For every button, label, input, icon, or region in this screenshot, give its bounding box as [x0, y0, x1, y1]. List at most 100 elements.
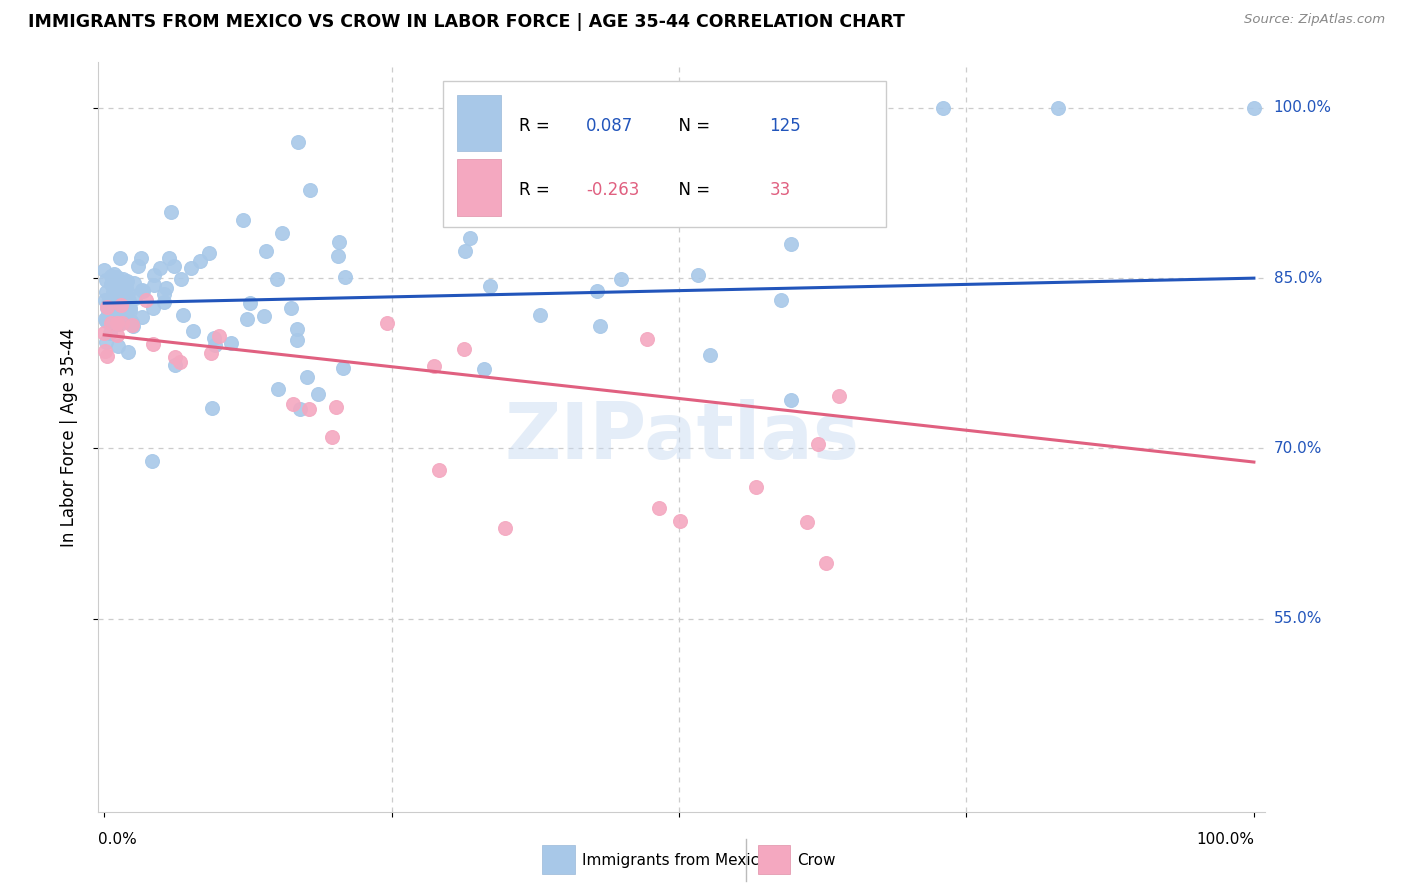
Point: [200, 346, 222, 360]
Point: [295, 369, 318, 384]
Point: [796, 516, 818, 530]
Point: [142, 268, 165, 282]
Point: [110, 286, 132, 301]
Point: [98, 326, 121, 340]
Text: N =: N =: [668, 181, 716, 199]
Point: [104, 285, 127, 300]
Point: [135, 293, 157, 307]
Point: [105, 277, 128, 292]
Point: [104, 280, 127, 294]
Point: [169, 271, 191, 285]
Point: [298, 401, 321, 416]
Point: [494, 521, 516, 535]
Text: R =: R =: [519, 117, 554, 135]
Point: [111, 297, 134, 311]
Point: [96, 349, 118, 363]
Point: [932, 101, 955, 115]
Point: [181, 324, 204, 338]
Point: [328, 249, 350, 263]
Point: [131, 251, 153, 265]
Point: [94, 344, 117, 359]
Point: [281, 397, 304, 411]
Point: [148, 261, 170, 276]
Point: [827, 389, 849, 403]
Point: [105, 270, 128, 285]
Text: 0.0%: 0.0%: [98, 832, 138, 847]
Point: [699, 177, 721, 191]
Text: Source: ZipAtlas.com: Source: ZipAtlas.com: [1244, 13, 1385, 27]
Point: [105, 315, 128, 329]
Point: [578, 210, 600, 224]
Point: [636, 332, 658, 346]
Point: [104, 306, 127, 320]
Point: [111, 271, 134, 285]
Point: [117, 285, 139, 300]
Point: [112, 305, 135, 319]
Point: [172, 308, 194, 322]
Point: [141, 453, 163, 467]
Point: [647, 500, 669, 515]
Point: [783, 101, 806, 115]
Point: [201, 401, 224, 415]
Point: [478, 279, 501, 293]
Point: [239, 296, 262, 310]
Text: N =: N =: [668, 117, 716, 135]
Point: [745, 479, 768, 493]
Point: [254, 244, 277, 258]
Point: [118, 303, 141, 318]
Bar: [457, 95, 501, 152]
Point: [841, 101, 863, 115]
Point: [105, 302, 128, 317]
Point: [100, 277, 122, 291]
Text: 125: 125: [769, 117, 801, 135]
Point: [101, 294, 124, 309]
Point: [686, 268, 709, 282]
Point: [267, 382, 290, 396]
Point: [124, 291, 146, 305]
Point: [105, 328, 128, 343]
Point: [108, 301, 131, 316]
Point: [197, 245, 219, 260]
Point: [120, 314, 142, 328]
Point: [423, 359, 446, 373]
Point: [285, 321, 308, 335]
Point: [153, 286, 176, 301]
Point: [155, 281, 177, 295]
Point: [105, 316, 128, 330]
Point: [529, 308, 551, 322]
Point: [100, 316, 122, 330]
Point: [586, 284, 609, 298]
Point: [101, 314, 124, 328]
Y-axis label: In Labor Force | Age 35-44: In Labor Force | Age 35-44: [59, 327, 77, 547]
Point: [163, 358, 186, 372]
Point: [98, 298, 121, 312]
Point: [253, 309, 276, 323]
Bar: [758, 846, 790, 874]
Point: [96, 273, 118, 287]
Text: 100.0%: 100.0%: [1197, 832, 1254, 847]
Point: [94, 334, 117, 349]
Point: [325, 400, 347, 414]
Point: [100, 300, 122, 314]
Text: 0.087: 0.087: [586, 117, 634, 135]
Point: [588, 318, 610, 333]
Point: [96, 301, 118, 315]
Point: [121, 318, 143, 333]
Point: [105, 279, 128, 293]
Point: [609, 272, 631, 286]
Bar: [541, 846, 575, 874]
Point: [232, 212, 254, 227]
Point: [474, 362, 496, 376]
Point: [94, 313, 117, 327]
Point: [453, 342, 475, 356]
Point: [699, 348, 721, 362]
Point: [100, 269, 122, 284]
Point: [107, 339, 129, 353]
Point: [287, 135, 309, 149]
Point: [117, 345, 139, 359]
Point: [157, 252, 180, 266]
Point: [375, 316, 398, 330]
Text: -0.263: -0.263: [586, 181, 640, 199]
Point: [93, 326, 115, 340]
Point: [153, 295, 176, 310]
